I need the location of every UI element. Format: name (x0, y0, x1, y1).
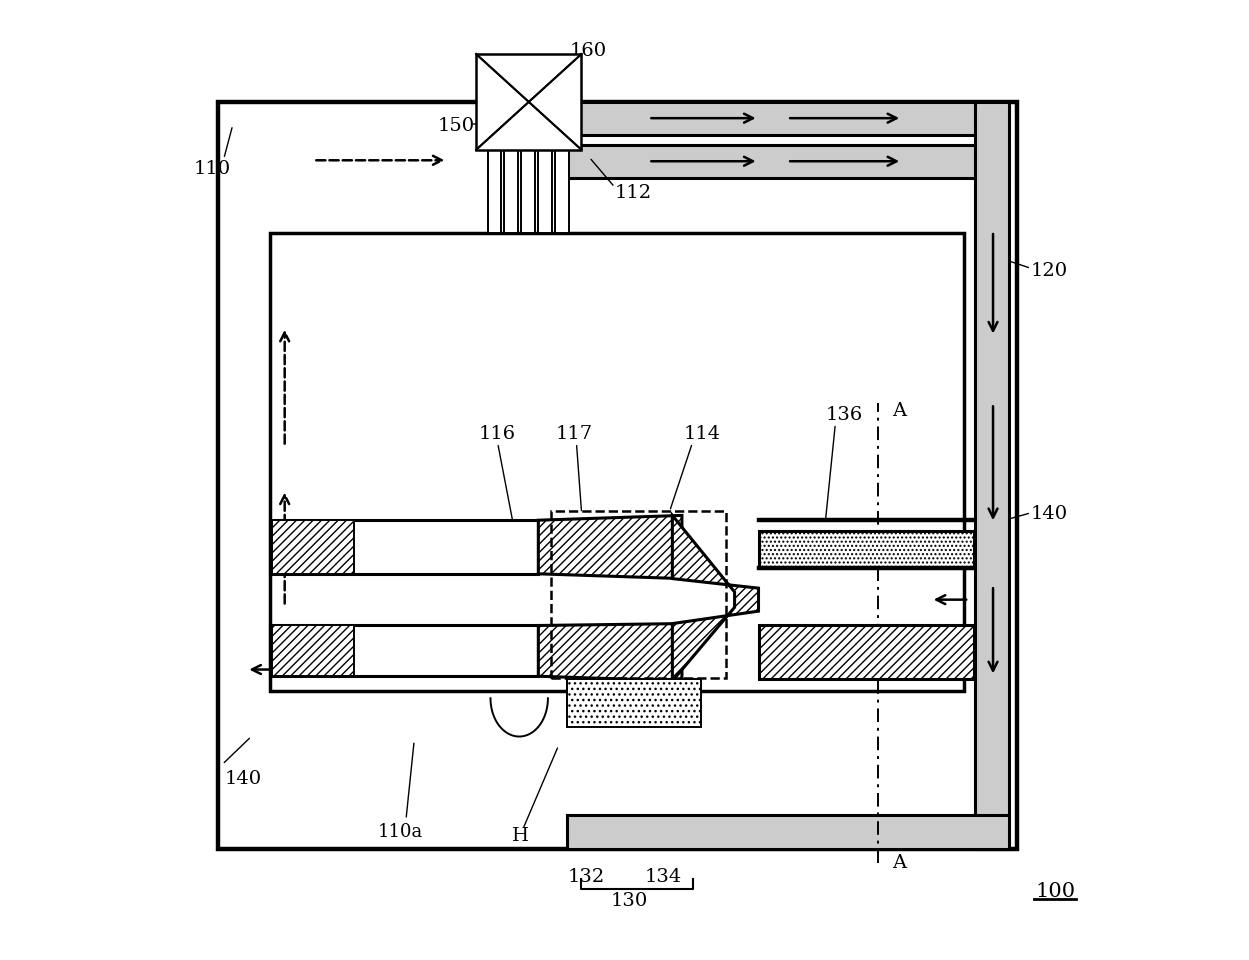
Bar (270, 520, 538, 574)
Text: 114: 114 (684, 425, 721, 444)
Bar (272, 626, 353, 676)
Bar (567, 102, 1009, 135)
Bar (270, 233, 964, 690)
Bar (758, 531, 974, 568)
Bar (758, 626, 974, 679)
Bar (505, 150, 518, 233)
Text: 136: 136 (826, 406, 863, 424)
Bar (567, 145, 1009, 179)
Text: 117: 117 (556, 425, 593, 444)
Text: 132: 132 (567, 868, 605, 886)
Bar (974, 102, 1009, 849)
Text: 150: 150 (438, 117, 475, 134)
Text: 134: 134 (644, 868, 682, 886)
Text: 120: 120 (1030, 262, 1068, 280)
Bar (521, 150, 535, 233)
Bar (555, 150, 568, 233)
Bar (217, 102, 1017, 849)
Polygon shape (538, 516, 682, 579)
Text: A: A (893, 402, 907, 420)
Bar (567, 679, 701, 727)
Text: 160: 160 (570, 42, 607, 60)
Text: 110a: 110a (377, 824, 423, 841)
Text: 130: 130 (611, 892, 648, 910)
Polygon shape (538, 624, 682, 681)
Bar (487, 150, 501, 233)
Bar (476, 54, 582, 150)
Polygon shape (672, 516, 758, 681)
Text: H: H (512, 828, 528, 845)
Bar (270, 626, 538, 676)
Text: 100: 100 (1035, 882, 1075, 901)
Bar (551, 511, 726, 678)
Bar (272, 520, 353, 574)
Text: 140: 140 (1030, 505, 1068, 522)
Bar (567, 815, 1009, 849)
Text: 116: 116 (480, 425, 516, 444)
Bar (538, 150, 552, 233)
Text: 112: 112 (615, 183, 652, 202)
Text: A: A (893, 853, 907, 872)
Text: 140: 140 (225, 770, 261, 787)
Text: 110: 110 (194, 160, 231, 178)
